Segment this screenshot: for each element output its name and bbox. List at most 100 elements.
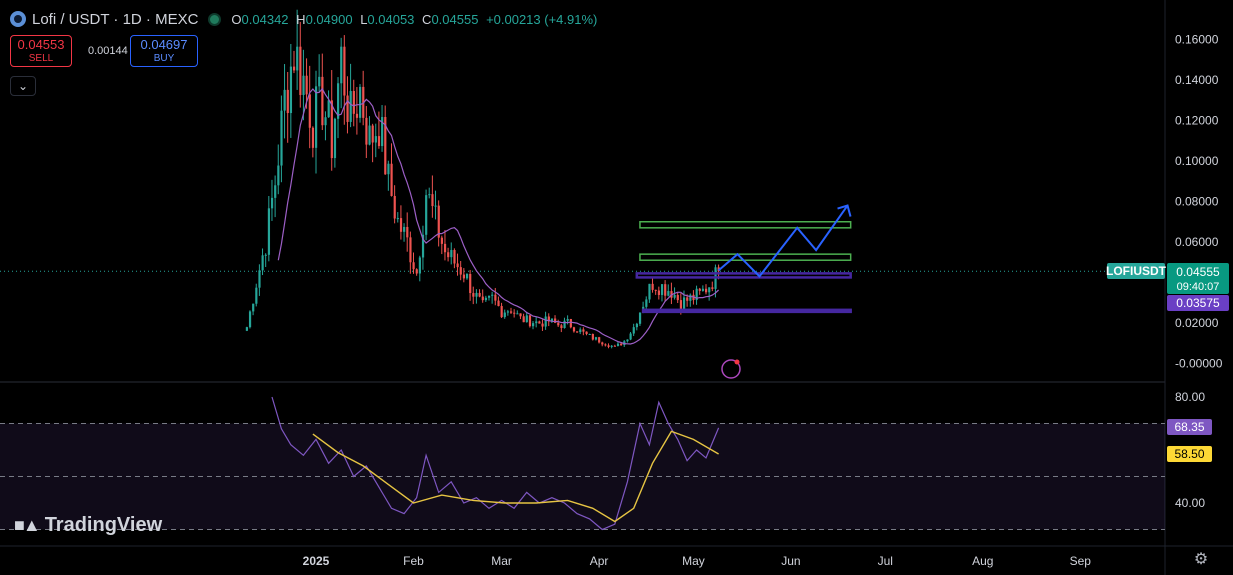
candle-body: [337, 83, 340, 119]
time-tick-label: Mar: [491, 554, 512, 568]
alert-icon: [721, 359, 741, 379]
open-value: 0.04342: [241, 11, 289, 27]
candle-body: [484, 297, 488, 301]
candle-body: [440, 237, 444, 244]
candle-body: [667, 291, 670, 296]
candle-body: [676, 295, 679, 301]
price-tick-label: 0.08000: [1175, 195, 1219, 209]
candle-body: [591, 334, 594, 340]
candle-body: [393, 195, 396, 219]
time-tick-label: Jul: [878, 554, 893, 568]
candle-body: [673, 295, 676, 298]
change-value: +0.00213 (+4.91%): [486, 11, 598, 27]
candle-body: [428, 194, 431, 196]
candle-body: [311, 127, 315, 148]
candle-body: [576, 331, 579, 333]
chevron-down-icon[interactable]: ⌄: [10, 76, 36, 96]
candle-body: [261, 255, 264, 271]
candle-body: [453, 250, 456, 264]
candle-body: [434, 205, 437, 207]
candle-body: [472, 293, 475, 297]
candle-body: [689, 294, 692, 301]
candle-body: [365, 117, 368, 145]
symbol-title[interactable]: Lofi / USDT · 1D · MEXC: [32, 10, 199, 28]
price-tick-label: 0.12000: [1175, 114, 1219, 128]
sell-button[interactable]: 0.04553 SELL: [10, 35, 72, 67]
close-key: C: [422, 11, 432, 27]
rsi-ma-value-tag: 58.50: [1174, 447, 1204, 461]
candle-body: [686, 297, 689, 301]
time-tick-label: Feb: [403, 554, 424, 568]
rsi-line: [271, 396, 720, 531]
candle-body: [629, 333, 632, 340]
candle-body: [403, 226, 406, 232]
candle-body: [390, 163, 393, 196]
candle-body: [679, 300, 683, 311]
sell-price: 0.04553: [17, 37, 65, 52]
candle-body: [579, 329, 582, 333]
candle-body: [491, 294, 494, 296]
candle-body: [296, 46, 299, 71]
candle-body: [682, 297, 686, 311]
symbol-price-tag: LOFIUSDT: [1106, 264, 1167, 278]
price-tick-label: 0.06000: [1175, 235, 1219, 249]
candle-body: [695, 288, 698, 301]
candle-body: [708, 287, 711, 293]
market-status-icon: [208, 12, 222, 26]
countdown-value: 09:40:07: [1177, 281, 1220, 293]
candle-body: [522, 316, 525, 323]
candle-body: [547, 316, 550, 322]
candle-body: [538, 321, 541, 324]
purple-zone-box: [641, 308, 852, 314]
candle-body: [283, 89, 286, 111]
candle-body: [371, 125, 374, 143]
candle-body: [613, 345, 616, 347]
symbol-price-tag-bg: [1107, 263, 1165, 279]
level-price-tag: 0.03575: [1176, 296, 1220, 310]
candle-body: [604, 344, 607, 346]
ohlc-values: O0.04342 H0.04900 L0.04053 C0.04555 +0.0…: [231, 12, 601, 27]
tradingview-logo: ■▲ TradingView: [14, 514, 162, 537]
candle-body: [381, 117, 384, 147]
candle-body: [582, 329, 585, 332]
low-key: L: [360, 11, 368, 27]
candle-body: [308, 94, 311, 128]
time-tick-label: Apr: [590, 554, 609, 568]
candle-body: [651, 283, 654, 290]
candle-body: [292, 66, 296, 71]
candle-body: [270, 197, 274, 209]
buy-button[interactable]: 0.04697 BUY: [130, 35, 198, 67]
candle-body: [648, 283, 651, 300]
candle-body: [418, 257, 421, 274]
candle-body: [267, 208, 271, 255]
rsi-ma-line: [312, 430, 719, 523]
spread-value: 0.00144: [88, 45, 128, 57]
candle-body: [349, 90, 352, 122]
candle-body: [409, 237, 412, 263]
purple-zone-box: [635, 272, 852, 279]
candle-body: [620, 343, 623, 346]
candle-body: [510, 311, 513, 313]
candle-body: [698, 288, 701, 291]
candle-body: [701, 288, 705, 291]
candle-body: [289, 66, 293, 114]
candle-body: [569, 318, 572, 328]
candle-body: [487, 295, 491, 298]
candle-body: [324, 117, 327, 126]
gear-icon[interactable]: ⚙: [1193, 551, 1209, 568]
candle-body: [469, 273, 472, 294]
coin-logo-icon: [10, 11, 26, 27]
candle-body: [318, 76, 321, 87]
price-tick-label: 0.02000: [1175, 316, 1219, 330]
candle-body: [352, 90, 355, 114]
candle-body: [462, 274, 466, 279]
symbol-header: Lofi / USDT · 1D · MEXC O0.04342 H0.0490…: [10, 8, 601, 30]
candle-body: [500, 306, 503, 318]
candle-body: [343, 46, 346, 96]
rsi-value-tag-bg: [1167, 419, 1212, 435]
candle-body: [321, 76, 324, 126]
candle-body: [255, 287, 258, 304]
candle-body: [305, 75, 308, 95]
green-zone-box: [639, 253, 852, 261]
